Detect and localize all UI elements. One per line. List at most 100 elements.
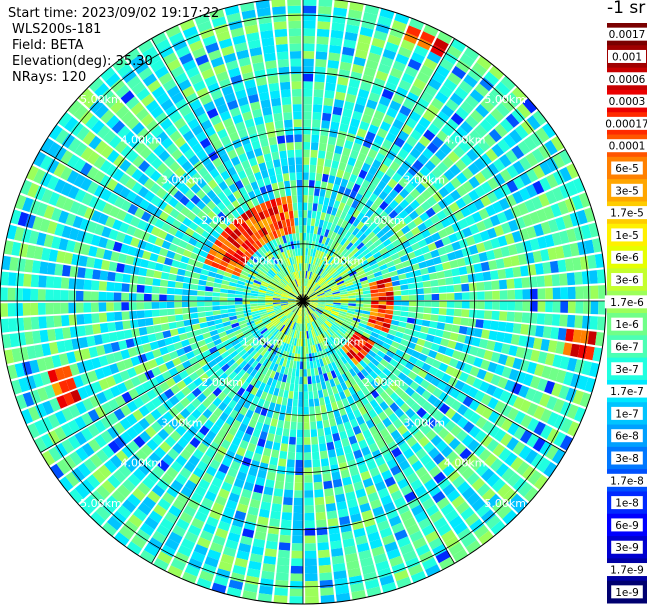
- field-cell: [250, 206, 258, 216]
- field-cell: [232, 374, 241, 384]
- field-cell: [106, 114, 120, 129]
- field-cell: [426, 51, 442, 64]
- field-cell: [303, 369, 307, 377]
- field-cell: [248, 157, 258, 167]
- field-cell: [195, 189, 206, 200]
- field-cell: [516, 103, 532, 119]
- range-ring: [73, 71, 533, 531]
- field-cell: [99, 88, 114, 103]
- field-cell: [204, 490, 217, 502]
- field-cell: [459, 352, 469, 363]
- field-cell: [189, 99, 202, 111]
- field-cell: [473, 357, 484, 368]
- field-cell: [280, 279, 287, 286]
- field-cell: [158, 247, 169, 257]
- field-cell: [143, 293, 152, 301]
- field-cell: [289, 265, 294, 273]
- field-cell: [590, 285, 599, 299]
- field-cell: [350, 322, 359, 329]
- field-cell: [182, 282, 191, 290]
- field-cell: [282, 203, 289, 213]
- field-cell: [137, 276, 146, 285]
- field-cell: [254, 171, 263, 181]
- field-cell: [350, 118, 361, 128]
- field-cell: [442, 156, 454, 169]
- field-cell: [216, 327, 226, 334]
- field-cell: [394, 244, 404, 253]
- field-cell: [281, 196, 287, 205]
- field-cell: [113, 422, 126, 435]
- field-cell: [337, 423, 346, 433]
- field-cell: [312, 459, 321, 468]
- field-cell: [289, 249, 294, 258]
- field-cell: [485, 113, 499, 128]
- field-cell: [120, 110, 135, 125]
- field-cell: [303, 384, 308, 392]
- field-cell: [77, 267, 86, 278]
- field-cell: [121, 445, 135, 459]
- field-cell: [325, 320, 333, 327]
- field-cell: [151, 294, 160, 301]
- field-cell: [504, 379, 516, 392]
- field-cell: [131, 535, 147, 549]
- field-cell: [405, 386, 415, 397]
- field-cell: [312, 321, 317, 329]
- field-cell: [450, 189, 462, 201]
- field-cell: [326, 75, 337, 84]
- field-cell: [475, 242, 486, 253]
- field-cell: [245, 317, 254, 323]
- field-cell: [430, 434, 443, 447]
- field-cell: [239, 360, 248, 369]
- field-cell: [207, 549, 222, 561]
- field-cell: [377, 288, 386, 293]
- field-cell: [467, 202, 478, 214]
- field-cell: [486, 473, 500, 488]
- field-cell: [74, 189, 87, 203]
- field-cell: [285, 234, 290, 243]
- field-cell: [310, 429, 318, 438]
- colorbar-label: 3e-6: [615, 275, 639, 287]
- field-cell: [70, 389, 82, 403]
- field-cell: [384, 256, 393, 264]
- field-cell: [216, 269, 225, 276]
- field-cell: [263, 555, 277, 565]
- field-cell: [310, 302, 318, 304]
- field-cell: [309, 164, 317, 173]
- field-cell: [294, 288, 299, 295]
- field-cell: [223, 239, 232, 248]
- field-cell: [456, 257, 466, 267]
- field-cell: [268, 402, 276, 411]
- field-cell: [351, 520, 364, 531]
- field-cell: [333, 242, 340, 250]
- field-cell: [420, 267, 429, 275]
- field-cell: [241, 242, 249, 251]
- field-cell: [550, 203, 562, 218]
- field-cell: [168, 322, 177, 330]
- field-cell: [176, 492, 190, 505]
- field-cell: [264, 416, 272, 426]
- field-cell: [324, 396, 331, 405]
- field-cell: [358, 322, 367, 329]
- field-cell: [294, 383, 299, 392]
- field-cell: [352, 218, 361, 228]
- field-cell: [250, 377, 258, 387]
- field-cell: [338, 69, 351, 79]
- field-cell: [304, 535, 316, 544]
- field-cell: [431, 307, 440, 315]
- field-cell: [95, 199, 107, 212]
- field-cell: [363, 227, 373, 237]
- field-cell: [418, 436, 430, 448]
- field-cell: [465, 215, 476, 226]
- field-cell: [64, 116, 78, 132]
- field-cell: [266, 216, 273, 225]
- field-cell: [292, 306, 298, 313]
- field-cell: [317, 296, 326, 299]
- field-cell: [486, 439, 500, 453]
- field-cell: [324, 237, 331, 246]
- field-cell: [491, 280, 500, 290]
- field-cell: [280, 316, 287, 323]
- field-cell: [410, 570, 427, 584]
- field-cell: [293, 338, 298, 346]
- field-cell: [175, 518, 190, 531]
- field-cell: [200, 530, 214, 542]
